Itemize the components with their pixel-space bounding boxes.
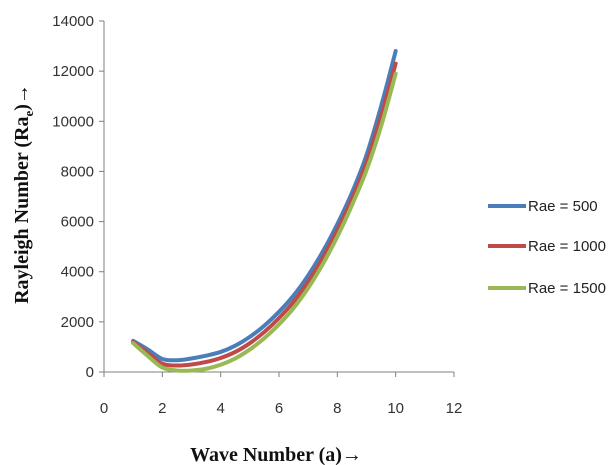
y-tick-label: 2000	[61, 314, 94, 331]
series-line-2	[131, 61, 398, 368]
x-tick-label: 12	[446, 400, 463, 417]
y-axis-title-main: Rayleigh Number (Ra	[11, 117, 33, 304]
x-axis-title: Wave Number (a)→	[190, 444, 362, 465]
y-axis-title: Rayleigh Number (Rae)→	[11, 84, 36, 304]
y-tick-label: 10000	[52, 113, 94, 130]
x-tick-label: 0	[100, 400, 108, 417]
y-tick-label: 0	[86, 364, 94, 381]
y-tick-label: 12000	[52, 63, 94, 80]
y-axis-title-tail: )→	[11, 84, 33, 111]
plot-area: 0 2000 4000 6000 8000 10000 12000 14000 0 2 4 6 8 10…	[52, 13, 462, 417]
legend-label-1: Rae = 500	[528, 198, 598, 215]
legend-label-2: Rae = 1000	[528, 238, 606, 255]
x-tick-label: 6	[275, 400, 283, 417]
series-line-3	[131, 71, 398, 373]
series-lines	[131, 49, 398, 373]
legend: Rae = 500 Rae = 1000 Rae = 1500	[488, 198, 606, 297]
x-tick-label: 8	[333, 400, 341, 417]
x-tick-label: 4	[216, 400, 224, 417]
y-ticks: 0 2000 4000 6000 8000 10000 12000 14000	[52, 13, 104, 381]
y-tick-label: 4000	[61, 264, 94, 281]
y-axis-title-sub: e	[21, 111, 36, 117]
y-tick-label: 8000	[61, 163, 94, 180]
y-tick-label: 6000	[61, 214, 94, 231]
x-tick-label: 10	[387, 400, 404, 417]
x-tick-label: 2	[158, 400, 166, 417]
series-line-1	[131, 49, 398, 363]
legend-label-3: Rae = 1500	[528, 280, 606, 297]
y-tick-label: 14000	[52, 13, 94, 30]
x-ticks: 0 2 4 6 8 10 12	[100, 372, 463, 417]
